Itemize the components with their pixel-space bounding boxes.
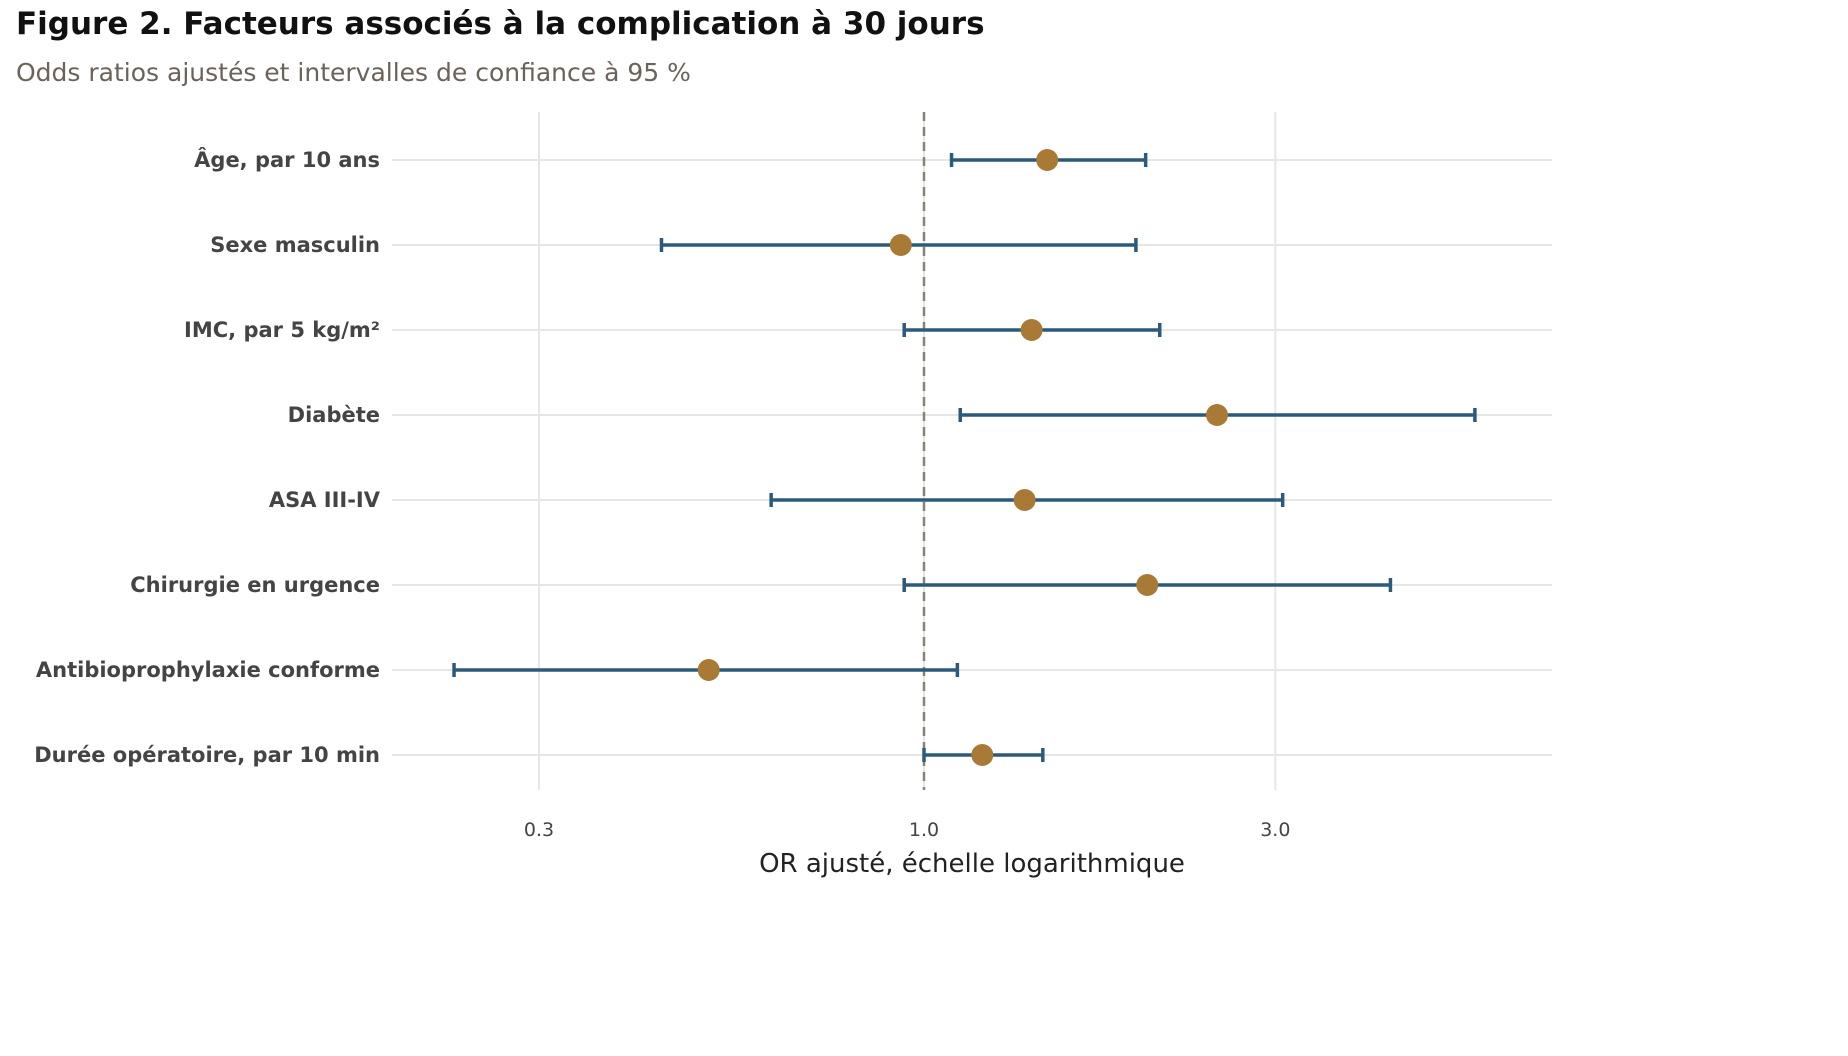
row-label: ASA III-IV: [269, 488, 381, 512]
row-label: Sexe masculin: [210, 233, 380, 257]
row-label: IMC, par 5 kg/m²: [184, 318, 380, 342]
x-tick-label: 3.0: [1260, 819, 1290, 841]
category-label-layer: Âge, par 10 ans Sexe masculin IMC, par 5 k…: [34, 147, 381, 767]
row-label: Antibioprophylaxie conforme: [36, 658, 380, 682]
row-label: Durée opératoire, par 10 min: [34, 743, 380, 767]
tick-label-layer: 0.3 1.0 3.0: [524, 819, 1291, 841]
or-point: [889, 234, 912, 256]
x-tick-label: 0.3: [524, 819, 554, 841]
chart-title: Figure 2. Facteurs associés à la complic…: [16, 6, 985, 42]
row-label: Âge, par 10 ans: [194, 147, 380, 172]
or-point: [1036, 149, 1059, 171]
grid-layer: [392, 112, 1552, 790]
or-point: [1206, 404, 1229, 426]
or-point: [1013, 489, 1036, 511]
row-label: Chirurgie en urgence: [130, 573, 380, 597]
x-axis-title: OR ajusté, échelle logarithmique: [759, 849, 1185, 879]
x-tick-label: 1.0: [909, 819, 939, 841]
chart-subtitle: Odds ratios ajustés et intervalles de co…: [16, 58, 691, 87]
row-label: Diabète: [288, 403, 380, 427]
or-point: [697, 659, 720, 681]
or-point: [971, 744, 994, 766]
point-layer: [697, 149, 1229, 766]
or-point: [1136, 574, 1159, 596]
forest-plot: Âge, par 10 ans Sexe masculin IMC, par 5 k…: [34, 112, 1552, 879]
or-point: [1020, 319, 1043, 341]
